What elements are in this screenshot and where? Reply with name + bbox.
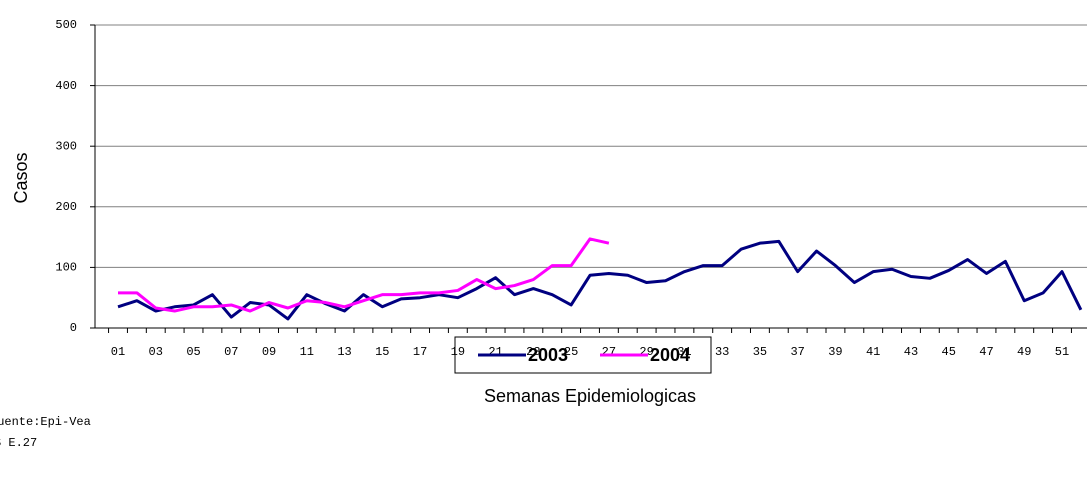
x-tick-label: 43 — [904, 345, 918, 359]
y-tick-label: 500 — [55, 18, 77, 32]
x-tick-label: 49 — [1017, 345, 1031, 359]
x-tick-label: 33 — [715, 345, 729, 359]
x-tick-label: 11 — [300, 345, 314, 359]
x-tick-label: 45 — [942, 345, 956, 359]
y-tick-label: 300 — [55, 139, 77, 153]
x-tick-label: 13 — [337, 345, 351, 359]
x-tick-label: 27 — [602, 345, 616, 359]
x-tick-label: 47 — [979, 345, 993, 359]
x-tick-label: 21 — [488, 345, 502, 359]
x-tick-label: 25 — [564, 345, 578, 359]
y-tick-label: 0 — [70, 321, 77, 335]
y-axis-label: Casos — [11, 152, 31, 203]
x-tick-label: 39 — [828, 345, 842, 359]
x-tick-label: 01 — [111, 345, 125, 359]
x-axis-label: Semanas Epidemiologicas — [484, 386, 696, 406]
x-tick-label: 41 — [866, 345, 880, 359]
x-tick-label: 17 — [413, 345, 427, 359]
x-tick-label: 05 — [186, 345, 200, 359]
series-line — [117, 239, 1083, 321]
legend-label: 2004 — [650, 345, 690, 365]
x-tick-label: 31 — [677, 345, 691, 359]
annotation: S E.27 — [0, 436, 37, 450]
x-tick-label: 03 — [149, 345, 163, 359]
x-tick-label: 07 — [224, 345, 238, 359]
x-tick-label: 23 — [526, 345, 540, 359]
series-line — [118, 237, 610, 313]
x-tick-label: 35 — [753, 345, 767, 359]
x-tick-label: 37 — [790, 345, 804, 359]
x-tick-label: 19 — [451, 345, 465, 359]
y-tick-label: 200 — [55, 200, 77, 214]
y-tick-label: 400 — [55, 79, 77, 93]
x-tick-label: 15 — [375, 345, 389, 359]
x-tick-label: 51 — [1055, 345, 1069, 359]
legend-label: 2003 — [528, 345, 568, 365]
y-tick-label: 100 — [55, 261, 77, 275]
annotation: Fuente:Epi-Vea — [0, 415, 91, 429]
x-tick-label: 09 — [262, 345, 276, 359]
